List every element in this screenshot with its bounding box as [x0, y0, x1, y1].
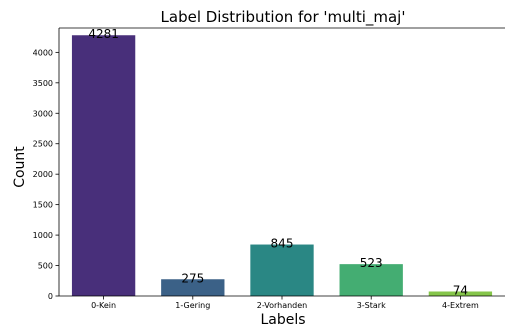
x-tick-label: 4-Extrem [442, 301, 479, 310]
y-axis-label: Count [12, 146, 28, 188]
y-tick-label: 3000 [33, 109, 53, 118]
data-label: 74 [453, 283, 468, 297]
data-label: 275 [181, 271, 204, 285]
data-label: 4281 [88, 27, 119, 41]
bar-1-gering [161, 279, 225, 296]
y-tick-label: 2000 [33, 170, 53, 179]
y-tick-label: 0 [48, 292, 53, 301]
x-tick-label: 1-Gering [175, 301, 210, 310]
y-tick-label: 1000 [33, 231, 53, 240]
bar-2-vorhanden [250, 244, 314, 296]
bar-4-extrem [428, 291, 493, 296]
x-tick-label: 0-Kein [91, 301, 116, 310]
y-tick-label: 4000 [33, 48, 53, 57]
data-label: 845 [271, 237, 294, 251]
bar-0-kein [71, 35, 136, 297]
y-tick-label: 1500 [33, 201, 53, 210]
y-tick-label: 500 [38, 262, 53, 271]
data-label: 523 [360, 256, 383, 270]
y-tick-label: 2500 [33, 140, 53, 149]
x-axis-label: Labels [260, 312, 305, 327]
plot-area: 0 500 1000 1500 2000 2500 3000 3500 4000 0-Kein 42… [33, 27, 493, 310]
x-tick-label: 3-Stark [357, 301, 386, 310]
bar-3-stark [339, 264, 403, 296]
x-tick-label: 2-Vorhanden [257, 301, 308, 310]
chart-title: Label Distribution for 'multi_maj' [161, 8, 406, 27]
y-tick-label: 3500 [33, 79, 53, 88]
